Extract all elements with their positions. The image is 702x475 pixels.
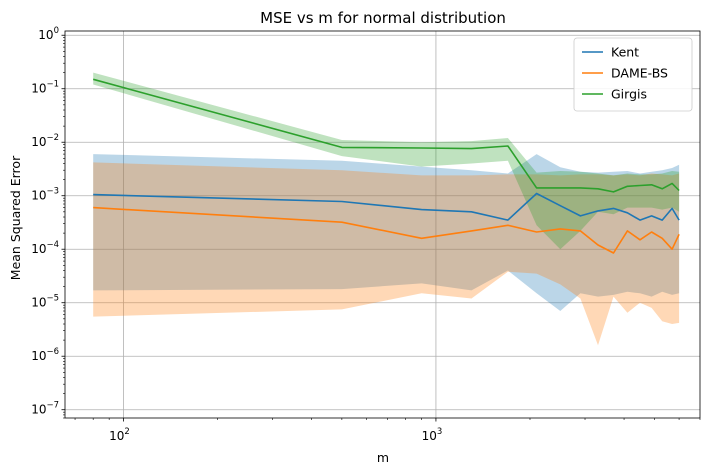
y-tick-label: 10−6 [31, 347, 59, 363]
y-tick-label: 10−5 [31, 294, 59, 310]
legend-label-girgis: Girgis [611, 87, 647, 102]
x-tick-exponent: 2 [124, 427, 129, 437]
y-tick-label: 10−2 [31, 133, 59, 149]
x-axis-ticks: 102 103 [74, 418, 701, 443]
y-tick-exponent: −6 [46, 347, 59, 357]
legend-label-dame-bs: DAME-BS [611, 66, 668, 81]
y-tick-label: 10−3 [31, 187, 59, 203]
legend-box [573, 37, 693, 112]
y-tick-exponent: −4 [46, 240, 59, 250]
x-tick-label: 102 [109, 427, 130, 443]
x-tick-base: 10 [422, 429, 437, 443]
y-tick-label: 10−1 [31, 80, 59, 96]
y-tick-exponent: −2 [46, 133, 59, 143]
line-kent [93, 192, 680, 221]
band-girgis [93, 72, 680, 250]
y-tick-base: 10 [31, 242, 46, 256]
x-axis-title: m [377, 450, 389, 465]
grid-lines [65, 31, 700, 418]
chart-title: MSE vs m for normal distribution [260, 9, 506, 27]
y-tick-exponent: −7 [46, 401, 59, 411]
legend: Kent DAME-BS Girgis [573, 37, 693, 112]
series-lines [92, 78, 680, 254]
y-tick-base: 10 [31, 349, 46, 363]
y-axis-title: Mean Squared Error [8, 155, 23, 280]
legend-label-kent: Kent [611, 45, 639, 60]
y-tick-base: 10 [31, 189, 46, 203]
y-tick-label: 10−4 [31, 240, 59, 256]
y-tick-label: 100 [38, 26, 59, 42]
y-tick-exponent: 0 [54, 26, 59, 36]
y-tick-base: 10 [31, 296, 46, 310]
plot-frame [64, 30, 701, 419]
y-tick-label: 10−7 [31, 401, 59, 417]
line-dame-bs [93, 206, 680, 254]
y-tick-base: 10 [31, 82, 46, 96]
y-tick-base: 10 [31, 403, 46, 417]
y-tick-base: 10 [31, 135, 46, 149]
band-dame-bs [93, 162, 680, 346]
y-tick-base: 10 [38, 28, 53, 42]
y-tick-exponent: −1 [46, 80, 59, 90]
y-tick-exponent: −5 [46, 294, 59, 304]
line-girgis [92, 78, 680, 193]
y-tick-exponent: −3 [46, 187, 59, 197]
x-tick-base: 10 [109, 429, 124, 443]
band-kent [93, 154, 680, 311]
x-tick-exponent: 3 [437, 427, 442, 437]
x-tick-label: 103 [422, 427, 443, 443]
confidence-bands [93, 72, 680, 346]
